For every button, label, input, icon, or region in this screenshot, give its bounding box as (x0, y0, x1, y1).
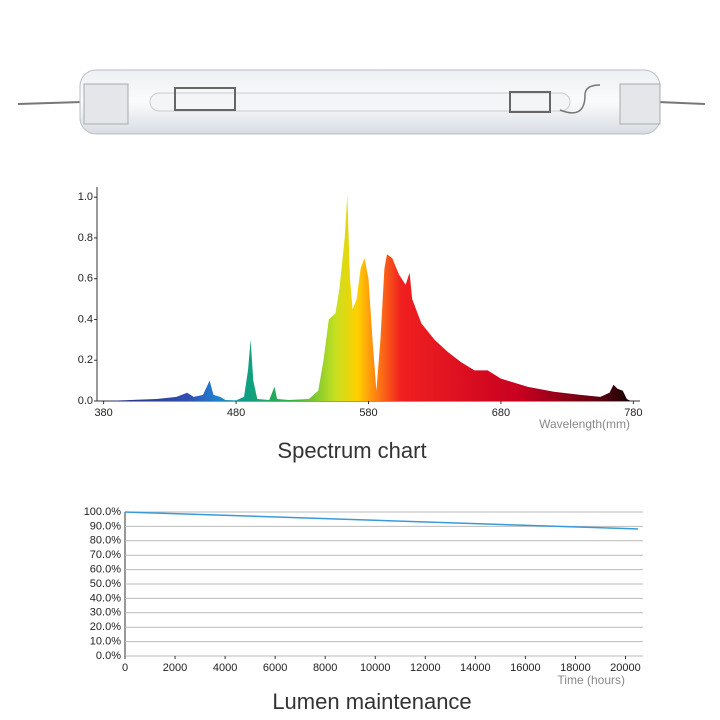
x-tick-label: 12000 (410, 662, 441, 674)
y-tick-label: 0.6 (78, 273, 93, 285)
data-line (124, 511, 639, 530)
y-tick-label: 1.0 (78, 191, 93, 203)
y-tick-label: 70.0% (90, 549, 121, 561)
y-tick-label: 20.0% (90, 621, 121, 633)
y-tick-label: 0.0 (78, 395, 93, 407)
y-tick-label: 40.0% (90, 592, 121, 604)
chart-title: Spectrum chart (277, 438, 426, 463)
lamp-illustration (17, 69, 706, 135)
y-tick-label: 0.8 (78, 232, 93, 244)
spectrum-area (103, 195, 631, 401)
x-tick-label: 780 (624, 407, 642, 419)
x-tick-label: 10000 (360, 662, 391, 674)
x-tick-label: 380 (94, 407, 112, 419)
y-tick-label: 50.0% (90, 578, 121, 590)
x-tick-label: 480 (227, 407, 245, 419)
x-tick-label: 8000 (313, 662, 337, 674)
y-tick-label: 10.0% (90, 636, 121, 648)
x-tick-label: 20000 (610, 662, 641, 674)
y-tick-label: 100.0% (84, 506, 122, 518)
x-tick-label: 6000 (263, 662, 287, 674)
x-tick-label: 16000 (510, 662, 541, 674)
x-axis-label: Time (hours) (557, 673, 625, 687)
y-tick-label: 0.0% (96, 650, 121, 662)
y-tick-label: 0.4 (78, 313, 93, 325)
x-tick-label: 18000 (560, 662, 591, 674)
y-tick-label: 30.0% (90, 607, 121, 619)
x-tick-label: 0 (122, 662, 128, 674)
x-tick-label: 680 (492, 407, 510, 419)
y-tick-label: 80.0% (90, 535, 121, 547)
x-axis-label: Wavelength(mm) (539, 417, 630, 431)
x-tick-label: 14000 (460, 662, 491, 674)
y-tick-label: 60.0% (90, 564, 121, 576)
x-tick-label: 4000 (213, 662, 237, 674)
y-tick-label: 90.0% (90, 520, 121, 532)
y-tick-label: 0.2 (78, 354, 93, 366)
x-tick-label: 2000 (163, 662, 187, 674)
chart-title: Lumen maintenance (272, 689, 471, 714)
x-tick-label: 580 (359, 407, 377, 419)
